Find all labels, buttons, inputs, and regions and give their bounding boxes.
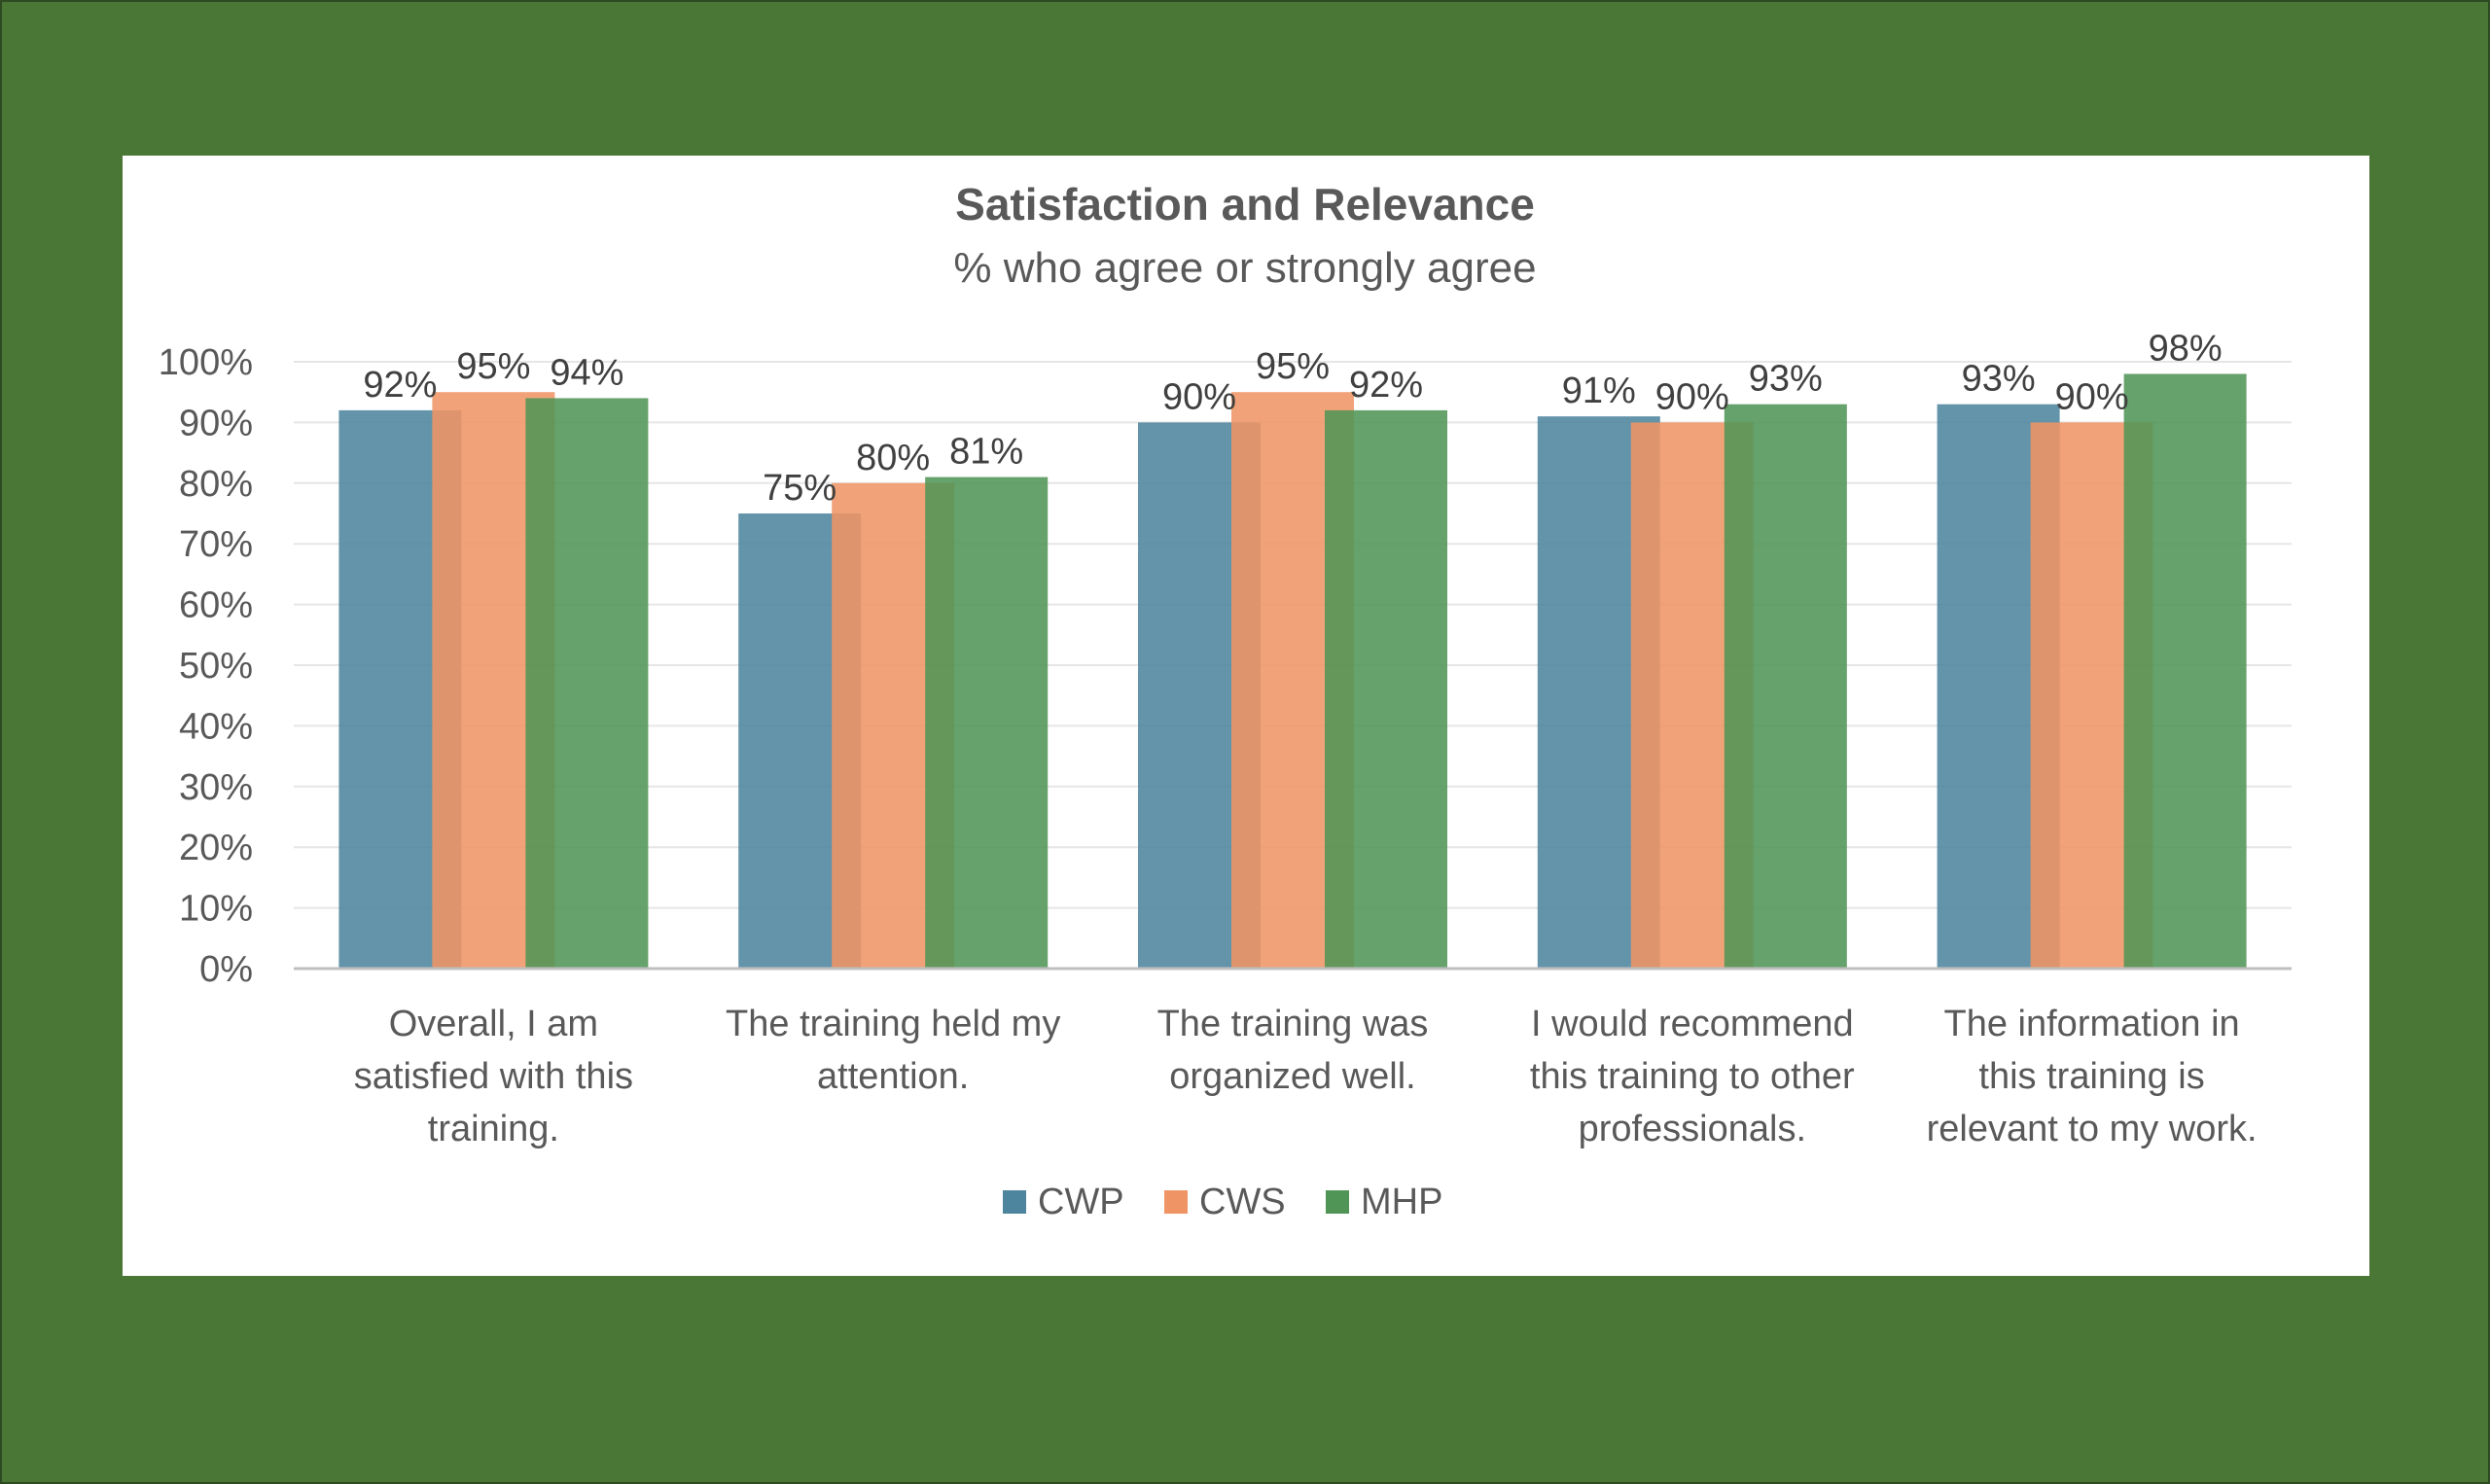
legend: CWP CWS MHP (1003, 1182, 1442, 1222)
y-tick-label: 70% (179, 524, 253, 565)
y-tick-label: 90% (179, 403, 253, 443)
category-label: this training to other (1530, 1056, 1855, 1097)
data-label-mhp: 92% (1349, 365, 1423, 406)
chart-subtitle: % who agree or strongly agree (953, 244, 1536, 292)
y-tick-label: 10% (179, 889, 253, 930)
category-label: professionals. (1579, 1109, 1806, 1149)
y-tick-label: 60% (179, 585, 253, 626)
bar-mhp (2123, 373, 2247, 969)
y-tick-label: 40% (179, 706, 253, 747)
bar-mhp (1325, 409, 1447, 969)
data-label-cws: 90% (1655, 376, 1729, 417)
legend-label: MHP (1361, 1182, 1442, 1222)
legend-swatch-mhp (1326, 1190, 1349, 1214)
category-label: The training was (1157, 1004, 1429, 1044)
data-label-mhp: 94% (550, 352, 623, 393)
bars (294, 373, 2292, 971)
bar-mhp (925, 477, 1049, 969)
category-label: training. (428, 1109, 559, 1149)
data-label-cws: 90% (2055, 376, 2129, 417)
data-labels: 92% 95% 94% 75% 80% 81% 90% 95% 92% 91% 90% 93% 93% 9… (363, 328, 2222, 509)
data-label-mhp: 81% (949, 432, 1023, 473)
category-label: relevant to my work. (1927, 1109, 2258, 1149)
data-label-cws: 95% (1256, 346, 1330, 387)
y-axis-ticks: 0% 10% 20% 30% 40% 50% 60% 70% 80% 90% 100% (159, 342, 253, 990)
chart-title: Satisfaction and Relevance (955, 179, 1535, 230)
chart-area: Satisfaction and Relevance % who agree o… (123, 156, 2369, 1276)
y-tick-label: 0% (199, 949, 253, 990)
y-tick-label: 100% (159, 342, 253, 383)
data-label-cwp: 93% (1962, 359, 2036, 400)
legend-label: CWS (1199, 1182, 1286, 1222)
category-label: this training is (1978, 1056, 2204, 1097)
y-tick-label: 20% (179, 828, 253, 868)
data-label-cwp: 91% (1562, 371, 1636, 411)
data-label-cws: 80% (856, 438, 930, 478)
category-label: organized well. (1169, 1056, 1415, 1097)
category-label: Overall, I am (389, 1004, 598, 1044)
legend-swatch-cwp (1003, 1190, 1026, 1214)
category-label: I would recommend (1531, 1004, 1854, 1044)
y-tick-label: 30% (179, 767, 253, 808)
y-tick-label: 80% (179, 464, 253, 505)
data-label-cwp: 92% (363, 365, 437, 406)
x-axis-categories: Overall, I am satisfied with this training… (354, 1004, 2258, 1149)
category-label: The information in (1944, 1004, 2240, 1044)
data-label-mhp: 98% (2149, 328, 2223, 369)
bar-mhp (1724, 404, 1847, 969)
category-label: The training held my (726, 1004, 1060, 1044)
category-label: attention. (817, 1056, 969, 1097)
legend-swatch-cws (1164, 1190, 1188, 1214)
bar-mhp (525, 398, 649, 969)
data-label-mhp: 93% (1749, 359, 1823, 400)
data-label-cws: 95% (456, 346, 530, 387)
legend-label: CWP (1038, 1182, 1124, 1222)
data-label-cwp: 75% (763, 468, 836, 509)
bar-chart: Satisfaction and Relevance % who agree o… (159, 179, 2292, 1222)
category-label: satisfied with this (354, 1056, 633, 1097)
y-tick-label: 50% (179, 646, 253, 687)
data-label-cwp: 90% (1162, 376, 1236, 417)
